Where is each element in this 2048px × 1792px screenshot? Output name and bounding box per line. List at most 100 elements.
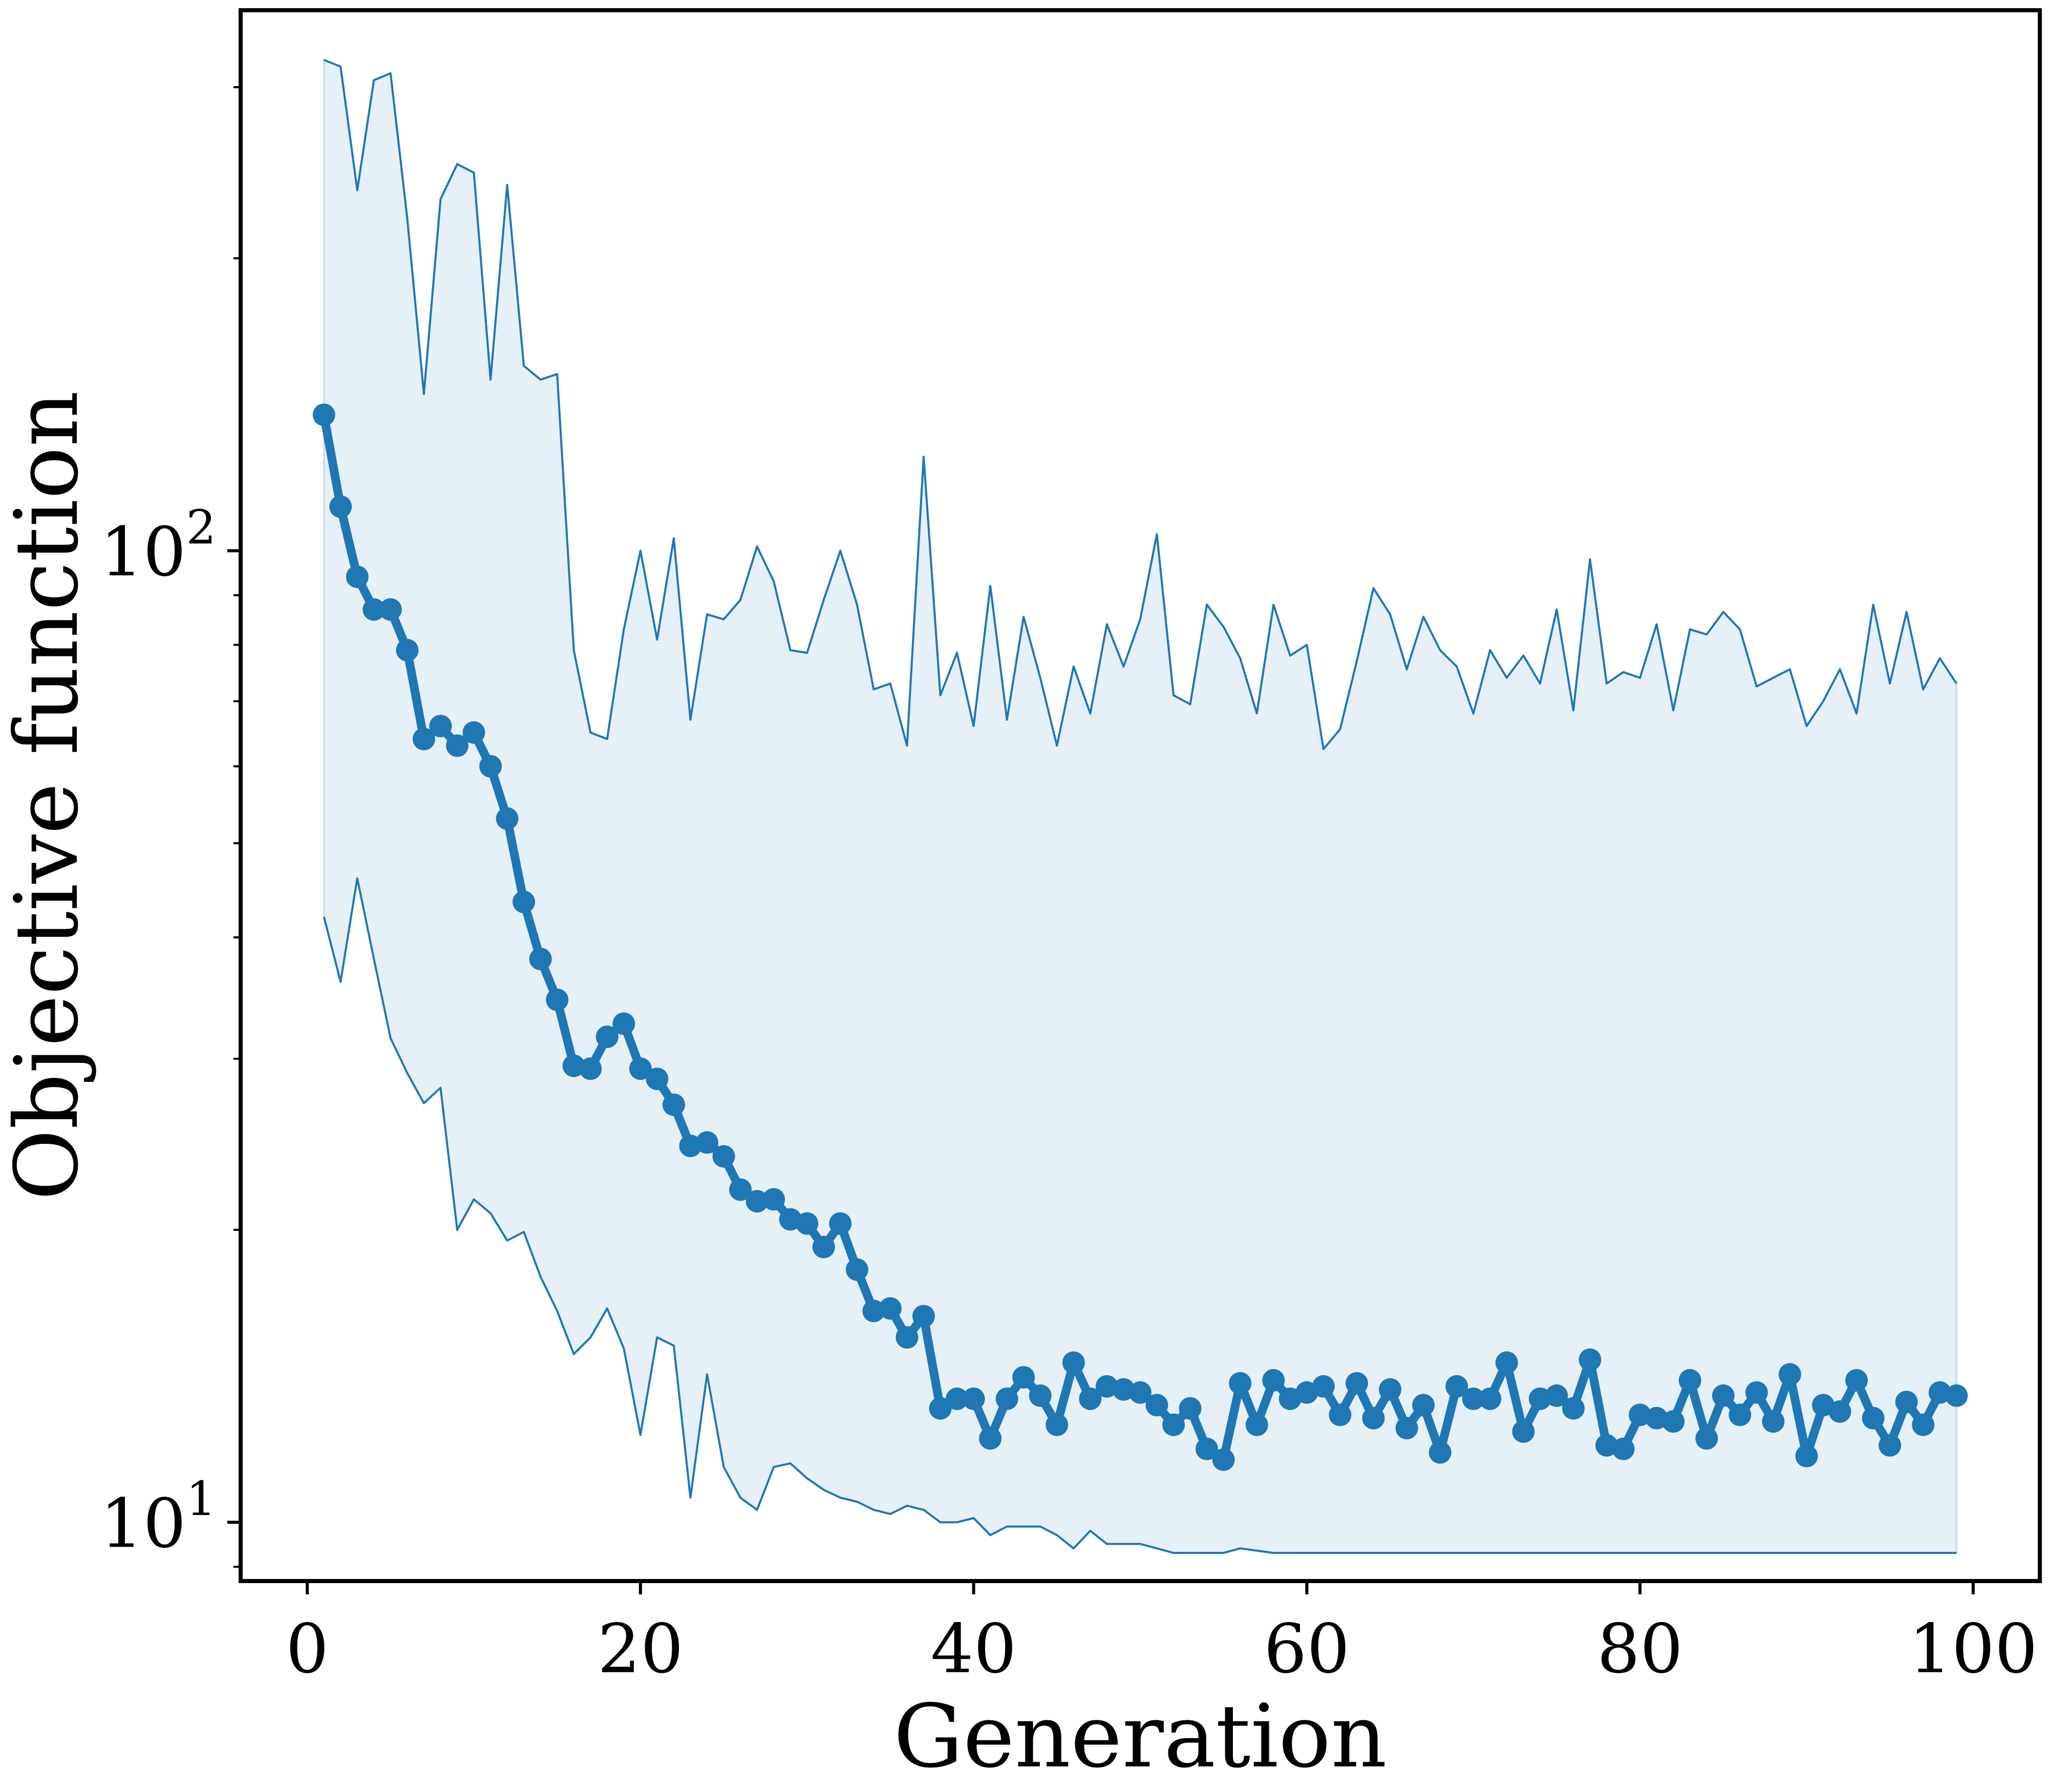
mean-point [1795, 1444, 1818, 1467]
plot-frame [239, 8, 2042, 1583]
mean-point [1495, 1351, 1518, 1374]
mean-point [1712, 1384, 1735, 1407]
mean-point [812, 1235, 835, 1258]
y-tick-label: 101 [100, 1471, 216, 1563]
mean-point [595, 1026, 618, 1048]
mean-point [829, 1212, 852, 1235]
mean-point [1762, 1410, 1785, 1433]
x-axis: 0 20 40 60 80 100 [286, 1581, 2038, 1689]
mean-point [1662, 1410, 1685, 1433]
mean-point [1879, 1434, 1902, 1457]
lower-bound-line [323, 877, 1957, 1554]
mean-point [396, 638, 419, 662]
mean-point [1695, 1427, 1718, 1450]
mean-point [696, 1131, 718, 1154]
mean-point [1512, 1420, 1535, 1443]
mean-point [1379, 1378, 1402, 1401]
mean-point [912, 1305, 935, 1328]
mean-point [1229, 1372, 1252, 1395]
mean-point [1745, 1381, 1768, 1404]
mean-point [412, 728, 435, 751]
mean-point [762, 1188, 785, 1211]
mean-point [496, 807, 519, 830]
mean-point [1945, 1384, 1968, 1407]
mean-point [312, 403, 335, 426]
mean-point [1479, 1388, 1502, 1410]
mean-point [1012, 1366, 1035, 1389]
mean-point [1462, 1388, 1485, 1410]
mean-point [1046, 1413, 1069, 1436]
mean-point [1179, 1397, 1202, 1420]
mean-point [862, 1299, 885, 1322]
mean-point [562, 1054, 585, 1077]
mean-point [995, 1388, 1018, 1410]
mean-point [1895, 1391, 1918, 1414]
mean-point [346, 565, 369, 588]
mean-point [796, 1212, 819, 1235]
mean-point [629, 1057, 652, 1080]
x-tick-label: 100 [1909, 1610, 2038, 1689]
mean-point [1062, 1351, 1085, 1374]
mean-point [1578, 1348, 1602, 1371]
mean-point [612, 1012, 635, 1035]
x-tick-label: 60 [1264, 1610, 1350, 1689]
mean-point [879, 1297, 902, 1320]
x-axis-label: Generation [893, 1686, 1387, 1787]
mean-point [1329, 1403, 1352, 1426]
mean-point [1912, 1413, 1935, 1436]
mean-point [745, 1190, 769, 1213]
mean-point [446, 734, 468, 757]
mean-point [1079, 1388, 1102, 1410]
mean-point [1129, 1381, 1151, 1404]
mean-point [729, 1178, 752, 1201]
mean-point [1145, 1394, 1168, 1417]
mean-point [1612, 1437, 1635, 1460]
mean-point [962, 1388, 985, 1410]
mean-point [1395, 1417, 1418, 1440]
mean-point [1196, 1437, 1219, 1460]
mean-markers-layer [312, 403, 1968, 1471]
mean-point [546, 988, 569, 1011]
mean-point [895, 1326, 919, 1349]
mean-point [1346, 1372, 1368, 1395]
y-axis: 101 102 [100, 86, 241, 1568]
min-max-band [323, 58, 1958, 1554]
bound-lines-layer [323, 59, 1957, 1554]
mean-point [1678, 1369, 1701, 1392]
mean-point [1095, 1375, 1118, 1398]
mean-point [1362, 1406, 1385, 1430]
mean-point [579, 1057, 602, 1080]
mean-point [1828, 1400, 1851, 1423]
mean-point [529, 948, 552, 970]
mean-point [429, 715, 452, 738]
mean-point [646, 1068, 669, 1091]
mean-point [1029, 1384, 1052, 1407]
y-tick-label: 102 [100, 500, 216, 592]
mean-point [1645, 1406, 1668, 1430]
mean-point [979, 1427, 1002, 1450]
mean-point [712, 1145, 735, 1168]
mean-point [1528, 1388, 1551, 1410]
mean-point [513, 890, 536, 913]
mean-point [479, 755, 502, 778]
mean-point [362, 598, 386, 621]
mean-point [663, 1093, 685, 1116]
mean-point [462, 721, 485, 744]
mean-point [1262, 1369, 1285, 1392]
mean-point [1212, 1448, 1235, 1471]
mean-point [379, 598, 402, 621]
mean-point [1845, 1369, 1868, 1392]
x-tick-label: 20 [598, 1610, 684, 1689]
upper-bound-line [323, 59, 1957, 750]
mean-point [1312, 1375, 1335, 1398]
mean-point [1928, 1381, 1951, 1404]
y-axis-label: Objective function [0, 391, 98, 1201]
mean-point [1445, 1375, 1468, 1398]
mean-point [1428, 1441, 1452, 1464]
mean-point [1562, 1397, 1585, 1420]
x-tick-label: 0 [286, 1610, 329, 1689]
mean-point [1778, 1363, 1801, 1386]
mean-point [1729, 1403, 1752, 1426]
mean-point [1245, 1413, 1268, 1436]
